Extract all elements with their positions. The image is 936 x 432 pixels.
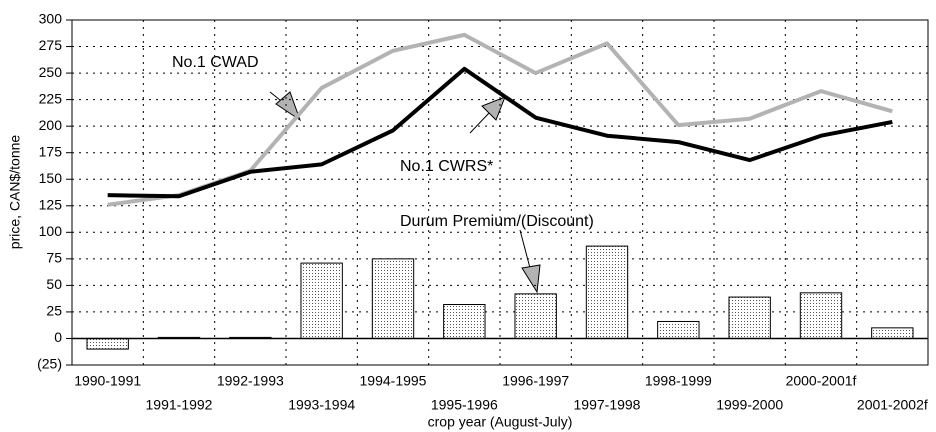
- x-tick-label: 1995-1996: [431, 397, 498, 413]
- line: [107, 66, 893, 199]
- x-tick-label: 1993-1994: [288, 397, 355, 413]
- bar: [585, 245, 629, 339]
- bar: [371, 258, 415, 339]
- y-tick-label: 200: [39, 117, 63, 133]
- y-tick-label: 75: [46, 250, 62, 266]
- x-tick-label: 1991-1992: [146, 397, 213, 413]
- y-tick-label: 250: [39, 64, 63, 80]
- annotation: No.1 CWRS*: [400, 158, 493, 175]
- bar: [871, 327, 914, 339]
- y-tick-label: 100: [39, 223, 63, 239]
- bar: [799, 292, 843, 339]
- x-tick-label: 1996-1997: [502, 373, 569, 389]
- y-tick-label: 25: [46, 303, 62, 319]
- y-tick-label: 150: [39, 170, 63, 186]
- x-tick-label: 1990-1991: [74, 373, 141, 389]
- y-tick-label: 225: [39, 90, 63, 106]
- y-axis-label: price, CAN$/tonne: [7, 135, 23, 250]
- y-tick-label: 50: [46, 276, 62, 292]
- annotation: Durum Premium/(Discount): [400, 213, 594, 230]
- bar: [86, 337, 129, 350]
- bar: [300, 262, 343, 339]
- x-tick-label: 2001-2002f: [857, 397, 928, 413]
- bar: [728, 296, 771, 339]
- plot-frame: [71, 19, 929, 366]
- y-tick-label: (25): [37, 356, 62, 372]
- x-tick-label: 1994-1995: [360, 373, 427, 389]
- bar: [443, 303, 486, 339]
- x-tick-label: 1997-1998: [574, 397, 641, 413]
- x-tick-label: 1998-1999: [645, 373, 712, 389]
- annotation: No.1 CWAD: [172, 54, 259, 71]
- x-tick-label: 1992-1993: [217, 373, 284, 389]
- x-axis-label: crop year (August-July): [428, 414, 573, 430]
- y-tick-label: 175: [39, 143, 63, 159]
- y-tick-label: 300: [39, 11, 63, 27]
- y-tick-label: 0: [54, 329, 62, 345]
- bar: [657, 320, 700, 339]
- y-tick-label: 125: [39, 196, 63, 212]
- bar: [514, 293, 557, 339]
- y-tick-label: 275: [39, 37, 63, 53]
- x-tick-label: 2000-2001f: [786, 373, 857, 389]
- x-tick-label: 1999-2000: [716, 397, 783, 413]
